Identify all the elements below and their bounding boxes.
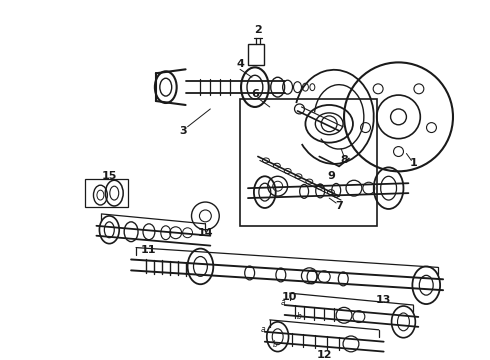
Bar <box>85 179 128 207</box>
Text: a: a <box>280 298 285 307</box>
Bar <box>240 99 377 226</box>
Text: 6: 6 <box>251 89 259 99</box>
Bar <box>248 44 264 66</box>
Text: 7: 7 <box>335 201 343 211</box>
Text: 13: 13 <box>376 295 392 305</box>
Text: 14: 14 <box>197 228 213 238</box>
Text: 2: 2 <box>254 25 262 35</box>
Text: 1: 1 <box>410 158 417 168</box>
Text: b: b <box>272 340 277 349</box>
Text: 4: 4 <box>236 59 244 69</box>
Text: b: b <box>297 312 302 321</box>
Text: 11: 11 <box>141 244 157 255</box>
Text: 12: 12 <box>317 350 332 360</box>
Text: 15: 15 <box>101 171 117 181</box>
Text: 9: 9 <box>327 171 335 181</box>
Text: 8: 8 <box>340 156 348 166</box>
Text: 10: 10 <box>282 292 297 302</box>
Text: a: a <box>261 325 265 334</box>
Text: 3: 3 <box>180 126 187 136</box>
